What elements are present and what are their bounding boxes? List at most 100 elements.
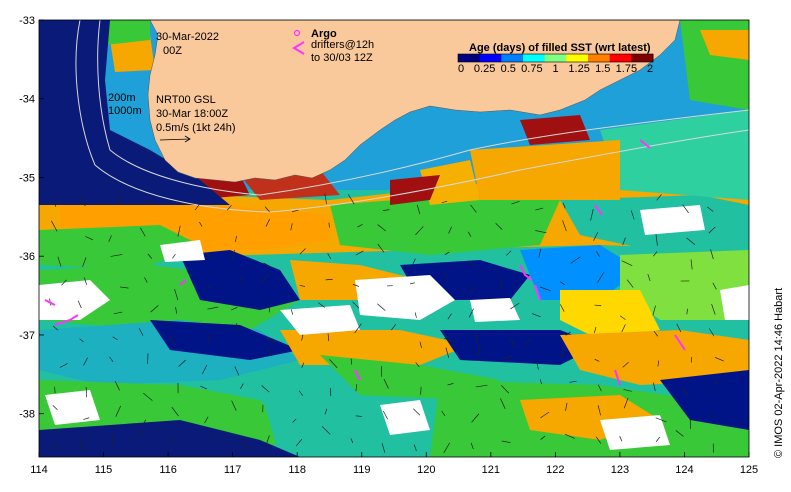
current-arrow	[290, 309, 294, 315]
colorbar-segment	[458, 54, 481, 62]
current-arrow	[471, 413, 480, 423]
current-arrow	[116, 195, 123, 206]
current-arrow	[52, 325, 59, 331]
current-arrow	[622, 237, 626, 246]
x-axis: 114 115 116 117 118 119 120 121 122 123 124 125	[30, 452, 758, 476]
current-arrow	[712, 380, 719, 386]
current-arrow	[327, 253, 332, 259]
current-arrow	[656, 194, 662, 201]
current-arrow	[540, 286, 551, 292]
current-arrow	[565, 331, 571, 336]
current-arrow	[240, 275, 243, 283]
current-arrow	[467, 285, 476, 295]
current-arrow	[470, 204, 477, 213]
current-arrow	[509, 338, 516, 347]
current-arrow	[686, 308, 688, 315]
current-arrow	[328, 222, 330, 228]
current-arrow	[354, 323, 362, 334]
current-arrow	[630, 210, 635, 220]
current-arrow	[714, 357, 724, 362]
current-arrow	[150, 305, 159, 313]
scale-arrow-icon	[159, 135, 191, 143]
current-arrow	[445, 347, 450, 359]
current-arrow	[207, 306, 219, 310]
current-arrow	[562, 220, 567, 232]
current-arrow	[172, 253, 176, 259]
x-tick-label: 116	[159, 464, 177, 476]
current-arrow	[109, 356, 114, 362]
current-arrow	[686, 237, 696, 245]
y-axis: -33 -34 -35 -36 -37 -38	[19, 15, 44, 421]
current-arrow	[236, 323, 239, 331]
current-arrow	[207, 333, 212, 343]
current-arrow	[112, 336, 118, 341]
current-arrow	[199, 221, 203, 227]
time-label: 00Z	[163, 45, 182, 57]
current-arrow	[235, 235, 237, 242]
current-arrow	[413, 444, 417, 452]
current-arrow	[593, 231, 599, 241]
current-arrow	[377, 303, 386, 311]
colorbar-tick-label: 1.5	[595, 63, 610, 75]
current-arrow	[539, 379, 543, 385]
current-arrow	[352, 301, 359, 309]
current-arrow	[169, 437, 174, 443]
deep-ocean-west	[39, 20, 230, 205]
current-arrow	[77, 300, 82, 309]
current-arrow	[596, 251, 600, 258]
current-arrow	[416, 204, 421, 215]
x-tick-label: 123	[611, 464, 629, 476]
current-arrow	[708, 413, 713, 418]
current-arrow	[510, 302, 520, 310]
current-arrow	[593, 326, 597, 334]
current-arrow	[597, 272, 605, 283]
current-arrow	[415, 226, 424, 236]
current-arrow	[382, 209, 390, 211]
colorbar-tick-label: 2	[647, 63, 653, 75]
current-arrow	[83, 277, 88, 285]
current-arrow	[565, 402, 568, 411]
current-arrow	[51, 220, 58, 232]
current-arrow	[531, 313, 541, 318]
current-arrow	[499, 277, 503, 290]
current-arrow	[144, 277, 148, 283]
current-arrow	[111, 434, 116, 446]
current-arrow	[234, 366, 240, 376]
current-arrow	[448, 226, 452, 234]
current-arrow	[500, 385, 510, 394]
current-arrow	[657, 360, 660, 367]
current-arrow	[205, 252, 212, 259]
current-arrow	[115, 405, 122, 417]
colorbar	[457, 53, 654, 63]
current-arrow	[590, 209, 594, 221]
colorbar-segment	[501, 54, 524, 62]
current-arrow	[382, 410, 389, 420]
current-arrow	[170, 336, 176, 346]
current-arrow	[444, 251, 450, 255]
current-arrow	[536, 362, 539, 370]
current-arrow	[655, 234, 658, 246]
current-arrow	[299, 248, 306, 255]
current-arrow	[443, 272, 448, 280]
y-tick-label: -37	[19, 330, 35, 342]
current-arrow	[347, 194, 355, 205]
current-arrow	[675, 430, 684, 437]
current-arrow	[324, 408, 328, 415]
current-arrow	[470, 260, 472, 266]
current-arrow	[468, 308, 474, 318]
current-arrow	[653, 251, 658, 257]
current-arrow	[560, 304, 565, 312]
colorbar-title: Age (days) of filled SST (wrt latest)	[469, 42, 651, 54]
x-tick-label: 117	[224, 464, 242, 476]
current-arrow	[470, 442, 474, 450]
current-arrow	[506, 250, 512, 256]
colorbar-frame	[457, 53, 654, 63]
depth-1000-label: 1000m	[108, 105, 142, 117]
current-arrow	[324, 193, 327, 205]
current-arrow	[55, 444, 60, 450]
argo-legend-icon	[293, 29, 301, 37]
current-arrow	[261, 385, 270, 393]
current-arrow	[511, 200, 520, 205]
current-arrow	[227, 205, 232, 211]
y-tick-label: -33	[19, 15, 35, 27]
